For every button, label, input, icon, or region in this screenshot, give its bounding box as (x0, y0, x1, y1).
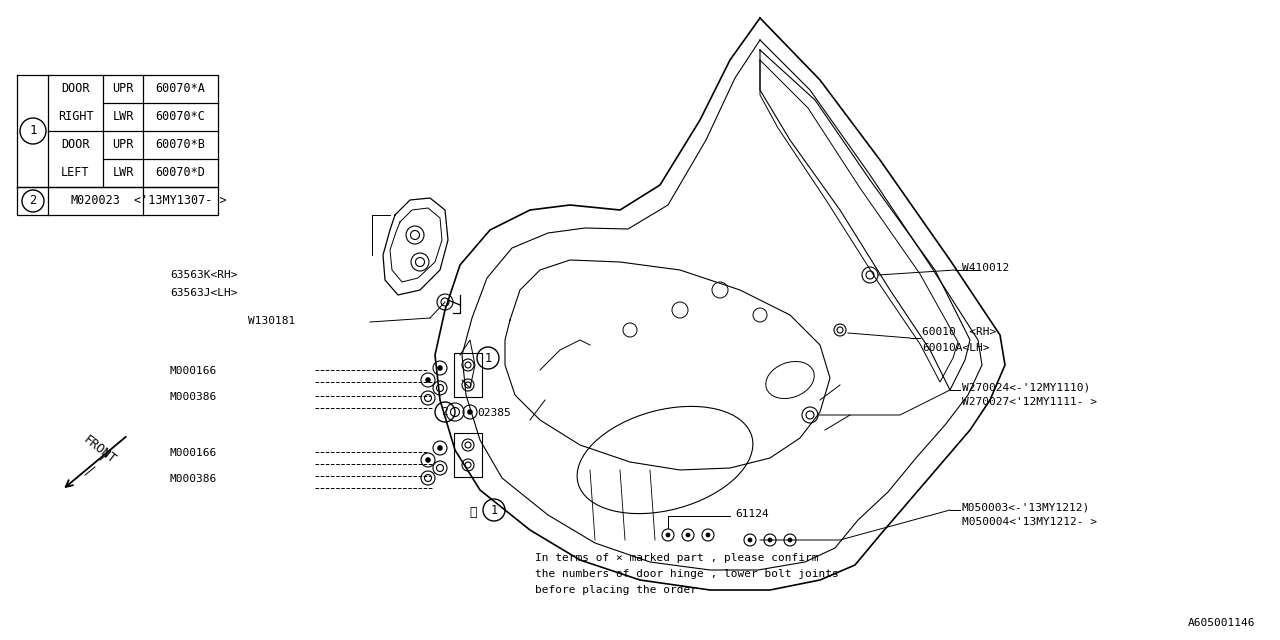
Text: 60010A<LH>: 60010A<LH> (922, 343, 989, 353)
Text: 1: 1 (484, 351, 492, 365)
Bar (454, 433, 483, 477)
Text: M050004<'13MY1212- >: M050004<'13MY1212- > (963, 517, 1097, 527)
Text: In terms of × marked part , please confirm: In terms of × marked part , please confi… (535, 553, 818, 563)
Text: RIGHT: RIGHT (58, 111, 93, 124)
Circle shape (787, 538, 792, 543)
Text: M000386: M000386 (170, 392, 218, 402)
Text: LWR: LWR (113, 111, 133, 124)
Text: W270024<-'12MY1110): W270024<-'12MY1110) (963, 383, 1091, 393)
Text: A605001146: A605001146 (1188, 618, 1254, 628)
Text: 60070*B: 60070*B (156, 138, 205, 152)
Text: W410012: W410012 (963, 263, 1009, 273)
Text: ※: ※ (470, 506, 476, 520)
Text: 2: 2 (442, 407, 448, 417)
Text: 2: 2 (29, 195, 37, 207)
Circle shape (768, 538, 772, 543)
Text: 02385: 02385 (477, 408, 511, 418)
Text: the numbers of door hinge , lower bolt joints: the numbers of door hinge , lower bolt j… (535, 569, 838, 579)
Text: 1: 1 (490, 504, 498, 516)
Text: M000166: M000166 (170, 366, 218, 376)
Circle shape (438, 365, 443, 371)
Text: W130181: W130181 (248, 316, 296, 326)
Circle shape (467, 409, 472, 415)
Text: M020023: M020023 (70, 195, 120, 207)
Text: before placing the order: before placing the order (535, 585, 698, 595)
Circle shape (686, 532, 690, 538)
Text: 61124: 61124 (735, 509, 769, 519)
Circle shape (666, 532, 671, 538)
Text: 63563J<LH>: 63563J<LH> (170, 288, 238, 298)
Text: 60010  <RH>: 60010 <RH> (922, 327, 996, 337)
Bar (454, 353, 483, 397)
Text: UPR: UPR (113, 138, 133, 152)
Text: LWR: LWR (113, 166, 133, 179)
Text: 60070*A: 60070*A (156, 83, 205, 95)
Circle shape (705, 532, 710, 538)
Text: M050003<-'13MY1212): M050003<-'13MY1212) (963, 503, 1091, 513)
Text: M000386: M000386 (170, 474, 218, 484)
Text: FRONT: FRONT (81, 433, 119, 467)
Text: UPR: UPR (113, 83, 133, 95)
Text: DOOR: DOOR (61, 83, 90, 95)
Circle shape (425, 377, 431, 383)
Text: 63563K<RH>: 63563K<RH> (170, 270, 238, 280)
Circle shape (425, 457, 431, 463)
Text: DOOR: DOOR (61, 138, 90, 152)
Circle shape (748, 538, 753, 543)
Text: 1: 1 (29, 125, 37, 138)
Text: W270027<'12MY1111- >: W270027<'12MY1111- > (963, 397, 1097, 407)
Text: 60070*C: 60070*C (156, 111, 205, 124)
Circle shape (438, 445, 443, 451)
Text: 60070*D: 60070*D (156, 166, 205, 179)
Text: <'13MY1307- >: <'13MY1307- > (134, 195, 227, 207)
Text: LEFT: LEFT (61, 166, 90, 179)
Text: M000166: M000166 (170, 448, 218, 458)
